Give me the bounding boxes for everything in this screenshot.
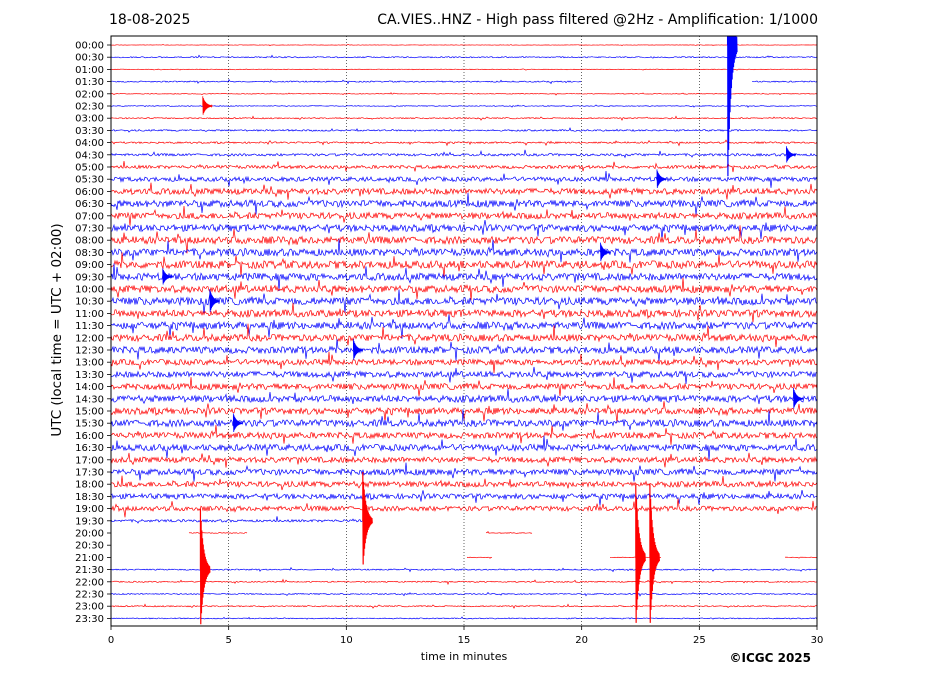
y-tick-label: 13:30	[75, 370, 104, 381]
trace-0430	[111, 149, 817, 159]
y-tick-label: 12:30	[75, 346, 104, 357]
y-tick-label: 08:00	[75, 236, 104, 247]
chart-title: CA.VIES..HNZ - High pass filtered @2Hz -…	[377, 12, 818, 28]
y-tick-label: 01:00	[75, 65, 104, 76]
y-tick-label: 01:30	[75, 77, 104, 88]
record-date: 18-08-2025	[109, 12, 191, 28]
x-tick-label: 30	[811, 635, 824, 646]
y-tick-label: 02:00	[75, 89, 104, 100]
y-tick-label: 06:00	[75, 187, 104, 198]
x-tick-label: 15	[458, 635, 471, 646]
trace-0400	[111, 139, 817, 147]
trace-0500	[111, 161, 817, 173]
y-tick-label: 12:00	[75, 333, 104, 344]
y-tick-label: 14:30	[75, 394, 104, 405]
y-tick-label: 10:30	[75, 297, 104, 308]
event-trace	[726, 36, 738, 177]
y-tick-label: 05:00	[75, 163, 104, 174]
x-tick-label: 25	[693, 635, 706, 646]
x-tick-label: 5	[225, 635, 231, 646]
y-tick-label: 20:30	[75, 541, 104, 552]
event-trace	[352, 339, 364, 360]
y-tick-label: 23:00	[75, 602, 104, 613]
x-tick-label: 10	[340, 635, 353, 646]
x-tick-label: 0	[108, 635, 114, 646]
event-trace	[649, 484, 660, 623]
trace-0330	[111, 127, 817, 133]
y-tick-label: 10:00	[75, 285, 104, 296]
y-tick-label: 13:00	[75, 358, 104, 369]
y-tick-label: 15:30	[75, 419, 104, 430]
y-tick-label: 04:30	[75, 150, 104, 161]
event-trace	[232, 413, 244, 432]
y-tick-label: 08:30	[75, 248, 104, 259]
y-tick-label: 18:30	[75, 492, 104, 503]
y-tick-label: 19:30	[75, 516, 104, 527]
y-tick-label: 00:00	[75, 41, 104, 52]
x-axis-label: time in minutes	[420, 650, 508, 663]
event-trace	[600, 242, 611, 262]
trace-1000	[111, 277, 817, 301]
y-tick-label: 11:00	[75, 309, 104, 320]
x-tick-label: 20	[575, 635, 588, 646]
y-tick-label: 16:00	[75, 431, 104, 442]
y-tick-label: 02:30	[75, 102, 104, 113]
y-tick-label: 03:30	[75, 126, 104, 137]
event-trace	[786, 146, 797, 163]
trace-1930	[111, 516, 370, 524]
y-tick-label: 21:30	[75, 565, 104, 576]
event-trace	[656, 169, 667, 188]
y-tick-label: 16:30	[75, 443, 104, 454]
trace-0600	[111, 182, 817, 200]
y-tick-label: 00:30	[75, 53, 104, 64]
y-tick-label: 22:30	[75, 590, 104, 601]
y-tick-label: 09:30	[75, 272, 104, 283]
event-trace	[162, 268, 173, 285]
y-tick-label: 09:00	[75, 260, 104, 271]
y-tick-label: 06:30	[75, 199, 104, 210]
event-trace	[793, 387, 804, 409]
event-trace	[362, 471, 373, 565]
y-tick-label: 19:00	[75, 504, 104, 515]
y-tick-label: 05:30	[75, 175, 104, 186]
trace-0630	[111, 192, 817, 215]
y-axis-label: UTC (local time = UTC + 02:00)	[49, 223, 65, 437]
y-tick-label: 23:30	[75, 614, 104, 625]
trace-0130	[111, 78, 817, 85]
trace-2130	[111, 566, 817, 573]
y-tick-label: 20:00	[75, 529, 104, 540]
event-trace	[635, 484, 646, 623]
event-trace	[209, 288, 220, 313]
y-tick-label: 11:30	[75, 321, 104, 332]
event-trace	[202, 96, 213, 115]
y-tick-label: 07:30	[75, 224, 104, 235]
y-tick-label: 18:00	[75, 480, 104, 491]
y-tick-label: 17:00	[75, 455, 104, 466]
trace-2200	[111, 578, 817, 586]
y-tick-label: 22:00	[75, 577, 104, 588]
trace-2000	[188, 531, 533, 534]
trace-0300	[111, 115, 817, 121]
y-tick-label: 07:00	[75, 211, 104, 222]
y-tick-label: 14:00	[75, 382, 104, 393]
y-tick-label: 03:00	[75, 114, 104, 125]
trace-0830	[111, 239, 817, 263]
y-tick-label: 15:00	[75, 407, 104, 418]
y-tick-label: 21:00	[75, 553, 104, 564]
trace-1230	[111, 338, 817, 362]
event-trace	[199, 508, 211, 625]
trace-0530	[111, 170, 817, 188]
y-tick-label: 17:30	[75, 468, 104, 479]
y-tick-label: 04:00	[75, 138, 104, 149]
copyright-credit: ©ICGC 2025	[729, 651, 811, 665]
